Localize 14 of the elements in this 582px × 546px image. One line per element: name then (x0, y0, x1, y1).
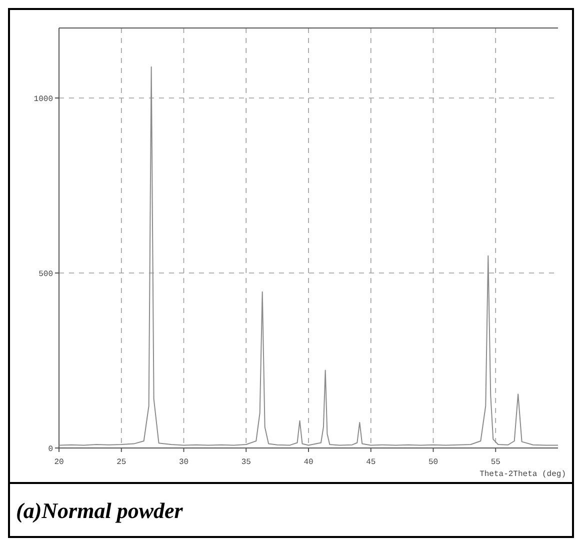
x-tick-label: 35 (241, 458, 252, 467)
x-tick-label: 20 (54, 458, 64, 467)
y-tick-label: 1000 (34, 95, 54, 104)
x-axis-title: Theta-2Theta (deg) (480, 470, 566, 479)
x-tick-label: 45 (366, 458, 376, 467)
x-tick-label: 30 (178, 458, 189, 467)
y-tick-label: 500 (38, 270, 54, 279)
x-tick-label: 55 (490, 458, 501, 467)
y-tick-label: 0 (48, 445, 54, 454)
x-tick-label: 50 (428, 458, 438, 467)
x-tick-label: 40 (304, 458, 314, 467)
x-tick-label: 25 (116, 458, 126, 467)
line-series (58, 66, 558, 446)
text: (a)Normal powder (16, 498, 184, 523)
